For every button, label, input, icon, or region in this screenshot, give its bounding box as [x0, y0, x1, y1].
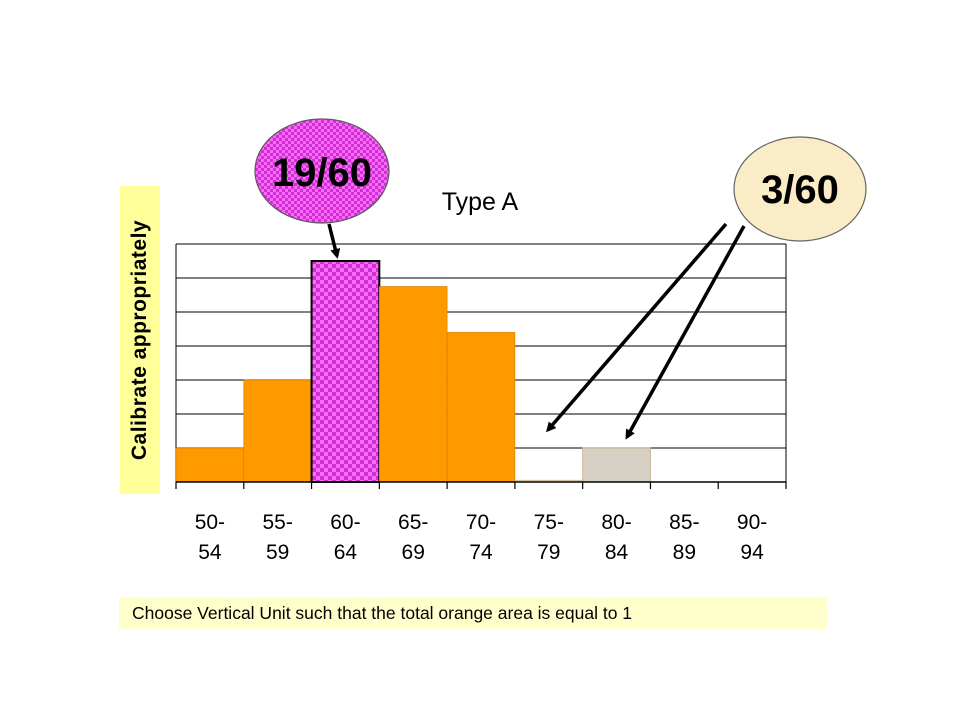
x-tick-label-line: 85- — [669, 511, 699, 534]
bar-55-59 — [243, 379, 312, 483]
x-tick-label-line: 60- — [330, 511, 360, 534]
x-tick-label: 50-54 — [195, 511, 225, 564]
x-tick-label: 55-59 — [262, 511, 292, 564]
y-axis-label-box — [120, 186, 160, 494]
x-tick-label-line: 54 — [198, 541, 222, 564]
x-tick-label-line: 84 — [605, 541, 629, 564]
x-tick-label: 65-69 — [398, 511, 428, 564]
x-tick-label: 75-79 — [534, 511, 564, 564]
x-tick-label: 70-74 — [466, 511, 496, 564]
x-tick-label-line: 69 — [402, 541, 425, 564]
x-tick-label-line: 50- — [195, 511, 225, 534]
x-tick-label-line: 64 — [334, 541, 358, 564]
x-tick-label-line: 75- — [534, 511, 564, 534]
x-tick-label-line: 89 — [673, 541, 696, 564]
x-tick-label-line: 74 — [469, 541, 493, 564]
x-tick-label-line: 70- — [466, 511, 496, 534]
x-tick-label: 90-94 — [737, 511, 767, 564]
x-tick-label: 60-64 — [330, 511, 360, 564]
x-tick-label-line: 65- — [398, 511, 428, 534]
bar-80-84 — [582, 447, 651, 483]
bar-70-74 — [446, 332, 516, 483]
chart-title: Type A — [442, 188, 519, 216]
left-callout-arrow — [327, 223, 341, 259]
bar-50-54 — [175, 447, 245, 483]
right-callout-text: 3/60 — [761, 168, 839, 212]
left-callout-bubble — [254, 118, 390, 224]
right-callout-arrow-2 — [625, 225, 746, 440]
bar-60-64 — [310, 260, 381, 483]
x-tick-label-line: 94 — [740, 541, 764, 564]
x-tick-label-line: 59 — [266, 541, 289, 564]
x-tick-label: 85-89 — [669, 511, 699, 564]
instruction-note: Choose Vertical Unit such that the total… — [119, 597, 827, 629]
x-tick-label-line: 79 — [537, 541, 560, 564]
x-tick-label: 80-84 — [601, 511, 631, 564]
bar-65-69 — [379, 286, 448, 483]
right-callout-arrow-1 — [546, 222, 728, 433]
x-tick-label-line: 90- — [737, 511, 767, 534]
right-callout-bubble — [733, 136, 867, 242]
x-tick-label-line: 80- — [601, 511, 631, 534]
y-axis-label: Calibrate appropriately — [128, 219, 151, 461]
left-callout-text: 19/60 — [272, 151, 372, 195]
x-tick-label-line: 55- — [262, 511, 292, 534]
